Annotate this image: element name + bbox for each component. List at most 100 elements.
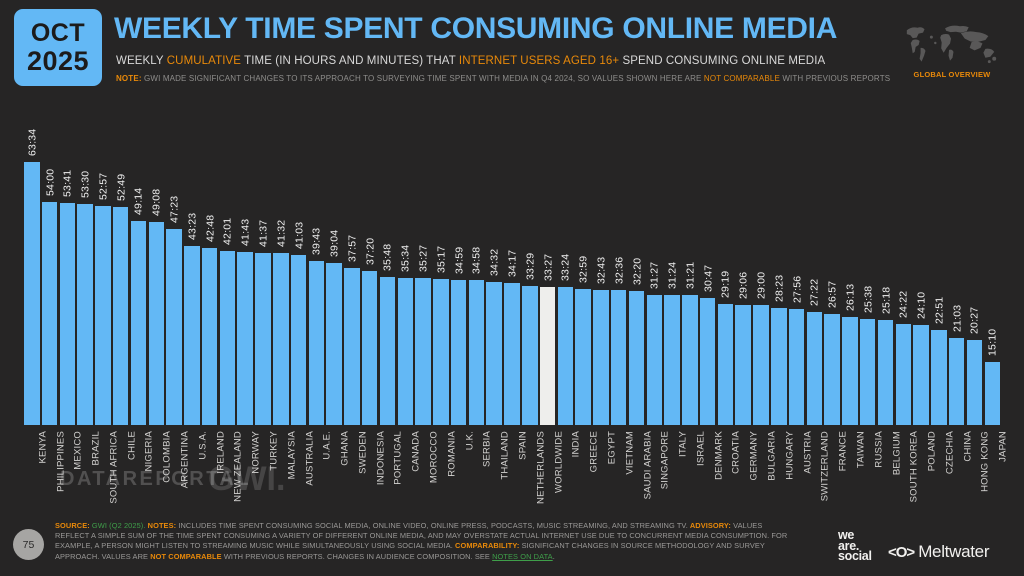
bar[interactable] [753, 305, 769, 425]
bar[interactable] [575, 288, 591, 425]
bar-column[interactable]: 35:48 [379, 100, 396, 425]
bar-column[interactable]: 31:27 [646, 100, 663, 425]
bar[interactable] [397, 277, 414, 425]
bar[interactable] [682, 295, 698, 425]
bar-worldwide[interactable] [539, 286, 556, 425]
bar[interactable] [468, 280, 485, 425]
bar-column[interactable]: 32:43 [593, 100, 609, 425]
bar[interactable] [379, 276, 396, 425]
bar[interactable] [628, 291, 645, 425]
bar-column[interactable]: 24:22 [895, 100, 912, 425]
bar[interactable] [361, 270, 378, 425]
bar[interactable] [504, 283, 520, 425]
bar[interactable] [130, 221, 147, 425]
bar-column[interactable]: 49:08 [148, 100, 164, 425]
bar[interactable] [148, 221, 164, 425]
bar-column[interactable]: 28:23 [771, 100, 787, 425]
bar[interactable] [806, 311, 823, 425]
bar-column[interactable]: 33:29 [522, 100, 538, 425]
bar-column[interactable]: 41:37 [255, 100, 271, 425]
bar-column[interactable]: 32:20 [628, 100, 645, 425]
bar-column[interactable]: 15:10 [984, 100, 1000, 425]
bar-column[interactable]: 31:24 [664, 100, 680, 425]
bar-column[interactable]: 41:32 [273, 100, 289, 425]
bar-column[interactable]: 53:30 [77, 100, 93, 425]
bar[interactable] [966, 340, 983, 425]
bar[interactable] [859, 318, 876, 425]
bar[interactable] [59, 202, 76, 425]
bar[interactable] [984, 362, 1000, 425]
bar[interactable] [557, 286, 574, 425]
bar-column[interactable]: 47:23 [166, 100, 182, 425]
bar-column[interactable]: 24:10 [913, 100, 929, 425]
bar[interactable] [664, 295, 680, 425]
bar-column[interactable]: 26:57 [824, 100, 840, 425]
bar[interactable] [201, 247, 218, 425]
bar-column[interactable]: 29:00 [753, 100, 769, 425]
bar[interactable] [184, 245, 200, 425]
bar[interactable] [219, 251, 236, 425]
bar[interactable] [433, 279, 449, 425]
bar[interactable] [24, 162, 40, 425]
bar[interactable] [931, 330, 947, 425]
bar-column[interactable]: 34:17 [504, 100, 520, 425]
bar[interactable] [735, 304, 751, 425]
bar[interactable] [95, 205, 111, 425]
bar-column[interactable]: 35:17 [433, 100, 449, 425]
bar[interactable] [771, 307, 787, 425]
bar[interactable] [308, 260, 325, 425]
bar-column[interactable]: 33:24 [557, 100, 574, 425]
bar-column[interactable]: 32:36 [610, 100, 627, 425]
bar-column[interactable]: 42:01 [219, 100, 236, 425]
bar-column[interactable]: 32:59 [575, 100, 591, 425]
bar[interactable] [112, 206, 129, 425]
bar-column[interactable]: 34:58 [468, 100, 485, 425]
bar-column[interactable]: 37:57 [344, 100, 360, 425]
bar[interactable] [237, 252, 253, 425]
bar[interactable] [824, 313, 840, 425]
bar-column[interactable]: 30:47 [699, 100, 716, 425]
bar[interactable] [344, 268, 360, 425]
bar[interactable] [593, 289, 609, 425]
bar-column[interactable]: 41:03 [290, 100, 307, 425]
bar-column[interactable]: 49:14 [130, 100, 147, 425]
bar-column[interactable]: 42:48 [201, 100, 218, 425]
bar[interactable] [522, 286, 538, 425]
bar-column[interactable]: 25:38 [859, 100, 876, 425]
bar[interactable] [895, 324, 912, 425]
bar[interactable] [166, 228, 182, 425]
bar-column[interactable]: 34:59 [450, 100, 467, 425]
bar-column[interactable]: 54:00 [41, 100, 58, 425]
bar-column[interactable]: 26:13 [842, 100, 858, 425]
bar[interactable] [610, 290, 627, 425]
bar-column[interactable]: 27:56 [788, 100, 805, 425]
bar[interactable] [948, 337, 965, 425]
bar-column[interactable]: 29:19 [717, 100, 734, 425]
bar[interactable] [699, 297, 716, 425]
bar-column[interactable]: 37:20 [361, 100, 378, 425]
bar[interactable] [273, 253, 289, 425]
bar[interactable] [450, 280, 467, 425]
bar[interactable] [877, 320, 894, 425]
notes-on-data-link[interactable]: NOTES ON DATA [492, 551, 553, 561]
bar-column[interactable]: 39:04 [326, 100, 342, 425]
bar-column[interactable]: 43:23 [184, 100, 200, 425]
bar-column[interactable]: 63:34 [24, 100, 40, 425]
bar[interactable] [486, 282, 502, 425]
bar[interactable] [717, 303, 734, 425]
bar-column[interactable]: 35:27 [415, 100, 431, 425]
bar[interactable] [415, 278, 431, 425]
bar[interactable] [326, 263, 342, 425]
bar[interactable] [41, 201, 58, 425]
bar[interactable] [788, 309, 805, 425]
bar-column[interactable]: 34:32 [486, 100, 502, 425]
bar-column[interactable]: 21:03 [948, 100, 965, 425]
bar-column[interactable]: 20:27 [966, 100, 983, 425]
bar[interactable] [77, 203, 93, 425]
bar-column[interactable]: 35:34 [397, 100, 414, 425]
bar-column[interactable]: 25:18 [877, 100, 894, 425]
bar[interactable] [646, 294, 663, 425]
bar[interactable] [913, 325, 929, 425]
bar-column[interactable]: 31:21 [682, 100, 698, 425]
bar-column[interactable]: 52:49 [112, 100, 129, 425]
